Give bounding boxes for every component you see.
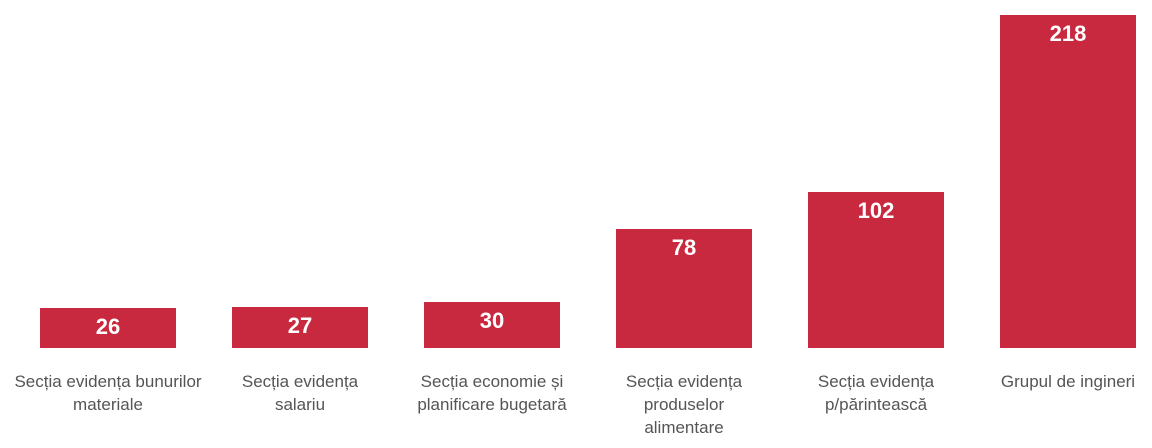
bar [808, 192, 944, 348]
bar [616, 228, 752, 348]
bar [232, 306, 368, 348]
bar [40, 308, 176, 348]
value-label: 102 [857, 198, 895, 224]
category-label: Secția evidența produselor alimentare [625, 372, 743, 437]
value-label: 27 [287, 312, 313, 338]
value-label: 218 [1049, 21, 1087, 46]
category-label: Secția evidența bunurilor materiale [14, 372, 202, 414]
category-label: Grupul de ingineri [1000, 372, 1136, 391]
value-label: 26 [95, 314, 121, 340]
category-label: Secția economie și planificare bugetară [417, 372, 567, 414]
bar [1000, 15, 1136, 348]
value-label: 78 [671, 234, 697, 260]
category-label: Secția evidența p/părintească [817, 372, 935, 414]
value-label: 30 [479, 308, 505, 334]
category-label: Secția evidența salariu [241, 372, 359, 414]
bar [424, 302, 560, 348]
